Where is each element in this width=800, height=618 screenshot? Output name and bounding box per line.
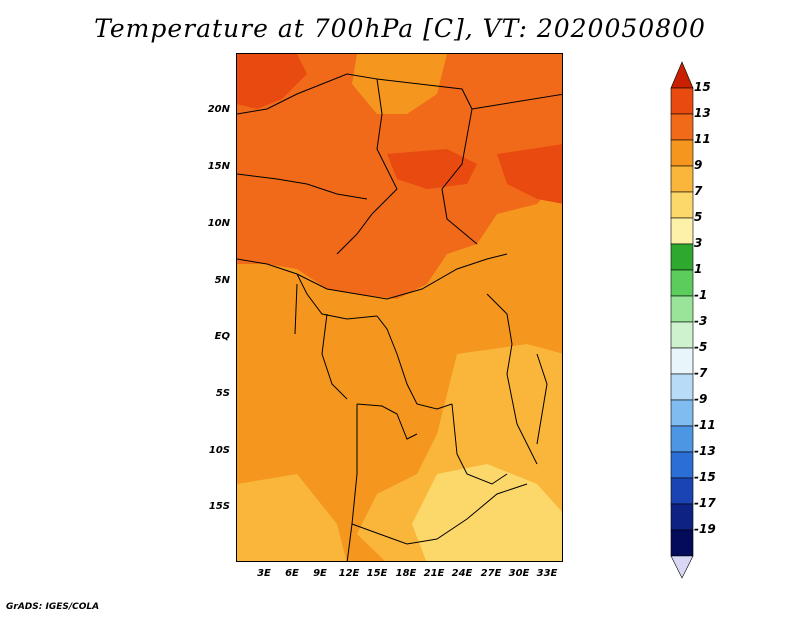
colorbar-label: -9 bbox=[694, 392, 708, 406]
lon-tick-label: 3E bbox=[257, 568, 271, 579]
colorbar-arrow-top bbox=[670, 61, 694, 89]
lon-tick-label: 24E bbox=[451, 568, 473, 579]
colorbar-label: -15 bbox=[694, 470, 716, 484]
field-region-7-9-sw bbox=[237, 474, 347, 561]
colorbar-label: 13 bbox=[694, 106, 711, 120]
field-region-9-11-north bbox=[352, 54, 447, 114]
colorbar-swatch bbox=[670, 451, 694, 479]
lon-tick-label: 21E bbox=[423, 568, 445, 579]
lat-tick-label: 10S bbox=[208, 445, 230, 456]
lat-tick-label: 10N bbox=[207, 218, 230, 229]
colorbar-label: -7 bbox=[694, 366, 708, 380]
boundary-lines bbox=[237, 73, 562, 561]
lon-tick-label: 33E bbox=[536, 568, 558, 579]
lon-tick-label: 9E bbox=[313, 568, 327, 579]
temperature-map bbox=[236, 53, 563, 562]
colorbar-label: -11 bbox=[694, 418, 716, 432]
colorbar-swatch bbox=[670, 269, 694, 297]
colorbar bbox=[670, 61, 694, 579]
colorbar-swatch bbox=[670, 191, 694, 219]
field-region-13-15-center bbox=[387, 149, 477, 189]
lat-tick-label: 5S bbox=[215, 388, 230, 399]
colorbar-label: 15 bbox=[694, 80, 711, 94]
colorbar-swatch bbox=[670, 243, 694, 271]
field-region-13-15-nw bbox=[237, 54, 307, 109]
colorbar-label: -1 bbox=[694, 288, 708, 302]
colorbar-swatch bbox=[670, 217, 694, 245]
colorbar-label: 9 bbox=[694, 158, 703, 172]
colorbar-label: -13 bbox=[694, 444, 716, 458]
colorbar-label: 5 bbox=[694, 210, 703, 224]
colorbar-swatch bbox=[670, 165, 694, 193]
lon-tick-label: 18E bbox=[395, 568, 417, 579]
colorbar-swatch bbox=[670, 347, 694, 375]
lat-tick-label: 20N bbox=[207, 104, 230, 115]
colorbar-swatch bbox=[670, 321, 694, 349]
colorbar-label: -19 bbox=[694, 522, 716, 536]
colorbar-label: -17 bbox=[694, 496, 716, 510]
footer-credit: GrADS: IGES/COLA bbox=[6, 602, 100, 612]
colorbar-swatch bbox=[670, 113, 694, 141]
colorbar-label: 11 bbox=[694, 132, 711, 146]
colorbar-label: -3 bbox=[694, 314, 708, 328]
lon-tick-label: 30E bbox=[508, 568, 530, 579]
colorbar-swatch bbox=[670, 295, 694, 323]
lat-tick-label: EQ bbox=[214, 331, 230, 342]
colorbar-swatch bbox=[670, 529, 694, 557]
temperature-field bbox=[237, 54, 562, 561]
colorbar-swatch bbox=[670, 139, 694, 167]
colorbar-label: 1 bbox=[694, 262, 703, 276]
lon-tick-label: 27E bbox=[480, 568, 502, 579]
lat-tick-label: 5N bbox=[214, 275, 230, 286]
field-region-5-7 bbox=[412, 464, 562, 561]
field-region-13-15-east bbox=[497, 144, 562, 204]
lon-tick-label: 15E bbox=[366, 568, 388, 579]
colorbar-label: 3 bbox=[694, 236, 703, 250]
colorbar-swatch bbox=[670, 87, 694, 115]
colorbar-swatch bbox=[670, 425, 694, 453]
lon-tick-label: 12E bbox=[338, 568, 360, 579]
lon-tick-label: 6E bbox=[285, 568, 299, 579]
colorbar-swatch bbox=[670, 503, 694, 531]
colorbar-swatch bbox=[670, 399, 694, 427]
colorbar-swatch bbox=[670, 477, 694, 505]
colorbar-label: 7 bbox=[694, 184, 703, 198]
colorbar-arrow-bottom bbox=[670, 555, 694, 579]
chart-title: Temperature at 700hPa [C], VT: 202005080… bbox=[94, 14, 706, 43]
lat-tick-label: 15S bbox=[208, 501, 230, 512]
colorbar-label: -5 bbox=[694, 340, 708, 354]
colorbar-swatch bbox=[670, 373, 694, 401]
lat-tick-label: 15N bbox=[207, 161, 230, 172]
